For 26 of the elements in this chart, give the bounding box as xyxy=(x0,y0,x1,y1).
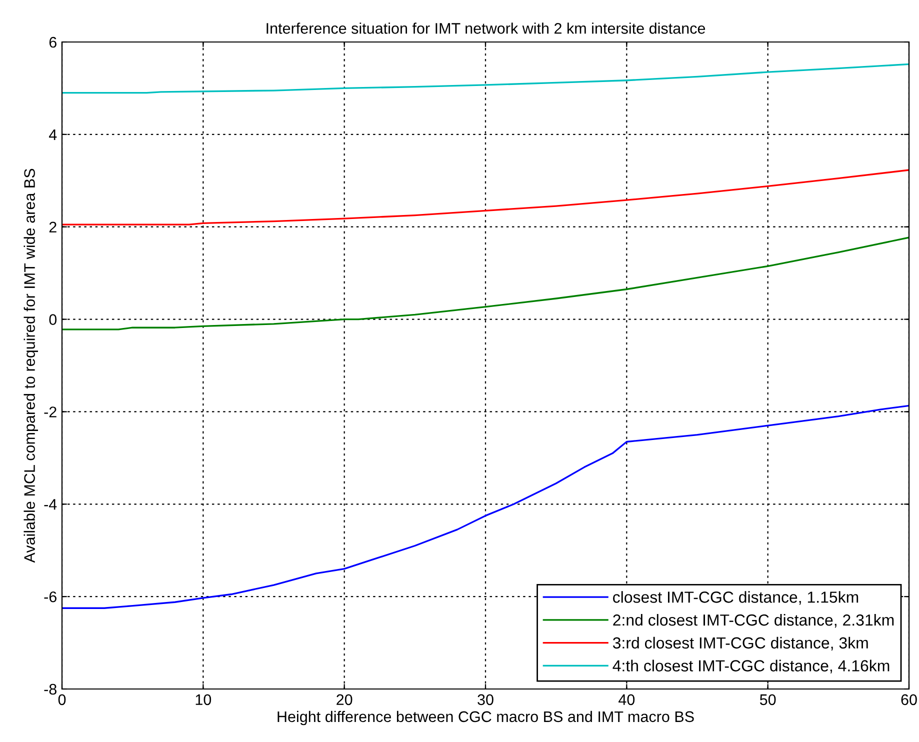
x-tick-label: 50 xyxy=(760,694,776,706)
y-tick-label: -2 xyxy=(44,406,56,418)
line-series xyxy=(62,63,909,94)
x-tick-label: 60 xyxy=(901,694,917,706)
legend-label: 3:rd closest IMT-CGC distance, 3km xyxy=(612,636,868,650)
legend-label: 2:nd closest IMT-CGC distance, 2.31km xyxy=(613,614,894,628)
y-tick-label: 6 xyxy=(49,36,56,48)
chart-title: Interference situation for IMT network with 2 km intersite distance xyxy=(266,22,706,34)
line-series xyxy=(62,236,909,330)
x-tick-label: 20 xyxy=(336,694,352,706)
x-axis-title: Height difference between CGC macro BS and IMT macro BS xyxy=(278,710,694,726)
y-axis-title: Available MCL compared to required for IMT wide area BS xyxy=(24,168,38,563)
x-tick-label: 30 xyxy=(478,694,494,706)
legend-label: closest IMT-CGC distance, 1.15km xyxy=(613,591,858,605)
y-tick-label: -4 xyxy=(44,499,57,510)
y-tick-label: -8 xyxy=(44,684,56,695)
x-tick-label: 0 xyxy=(58,694,66,706)
line-series xyxy=(62,404,909,609)
legend-label: 4:th closest IMT-CGC distance, 4.16km xyxy=(612,660,890,674)
y-tick-label: 0 xyxy=(49,314,57,325)
x-tick-label: 10 xyxy=(196,694,212,706)
x-tick-label: 40 xyxy=(618,694,635,706)
y-tick-label: 4 xyxy=(48,129,57,140)
y-tick-label: 2 xyxy=(49,222,56,232)
y-tick-label: -6 xyxy=(44,591,56,602)
line-series xyxy=(62,169,909,226)
